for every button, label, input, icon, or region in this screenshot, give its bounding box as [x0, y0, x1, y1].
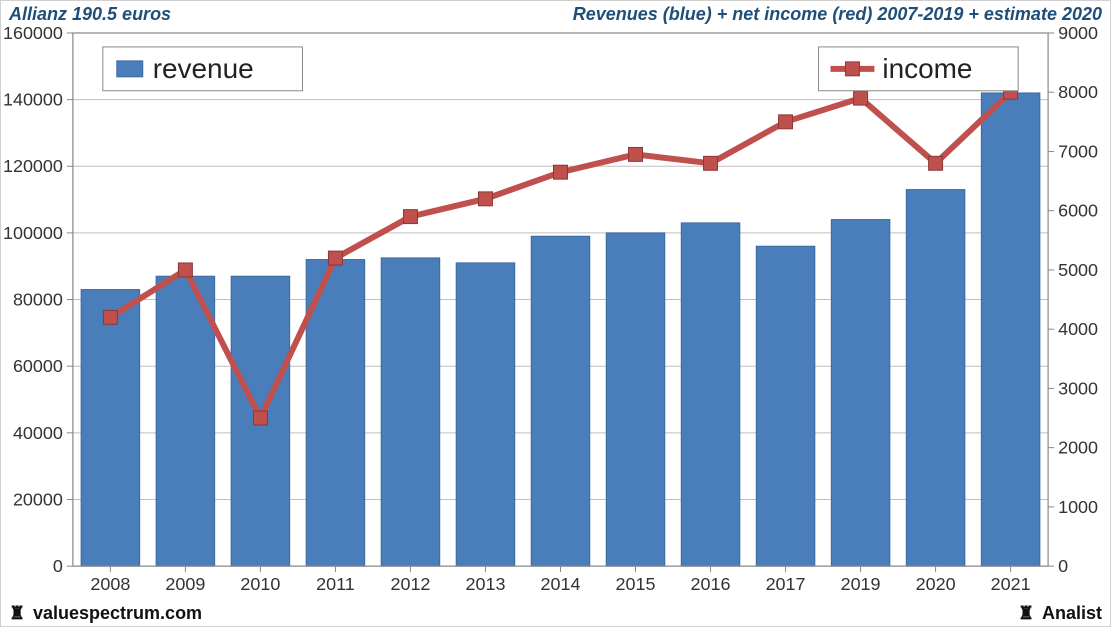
revenue-bar: [681, 223, 740, 566]
y-right-tick-label: 8000: [1058, 82, 1098, 102]
title-right: Revenues (blue) + net income (red) 2007-…: [573, 4, 1102, 25]
revenue-bar: [906, 190, 965, 567]
x-tick-label: 2008: [90, 574, 130, 594]
x-tick-label: 2010: [240, 574, 280, 594]
income-marker: [178, 263, 192, 277]
rook-icon: ♜: [1018, 604, 1036, 622]
x-tick-label: 2020: [916, 574, 956, 594]
legend-revenue-swatch: [117, 61, 143, 77]
revenue-bar: [381, 258, 440, 566]
income-marker: [403, 210, 417, 224]
footer-right-text: Analist: [1042, 603, 1102, 624]
chart-header: Allianz 190.5 euros Revenues (blue) + ne…: [1, 1, 1110, 27]
footer-left-text: valuespectrum.com: [33, 603, 202, 624]
income-marker: [328, 251, 342, 265]
rook-icon: ♜: [9, 604, 27, 622]
y-right-tick-label: 1000: [1058, 497, 1098, 517]
income-marker: [478, 192, 492, 206]
y-right-tick-label: 0: [1058, 556, 1068, 576]
y-left-tick-label: 120000: [3, 156, 63, 176]
income-marker: [854, 91, 868, 105]
income-marker: [929, 156, 943, 170]
income-marker: [103, 310, 117, 324]
x-tick-label: 2021: [991, 574, 1031, 594]
y-right-tick-label: 7000: [1058, 141, 1098, 161]
footer-right: ♜ Analist: [1018, 603, 1102, 624]
revenue-bar: [831, 220, 890, 567]
y-right-tick-label: 5000: [1058, 260, 1098, 280]
y-left-tick-label: 20000: [13, 489, 63, 509]
x-tick-label: 2017: [766, 574, 806, 594]
y-left-tick-label: 140000: [3, 90, 63, 110]
y-right-tick-label: 4000: [1058, 319, 1098, 339]
y-right-tick-label: 6000: [1058, 201, 1098, 221]
title-left: Allianz 190.5 euros: [9, 4, 171, 25]
x-tick-label: 2016: [691, 574, 731, 594]
x-tick-label: 2012: [390, 574, 430, 594]
y-left-tick-label: 60000: [13, 356, 63, 376]
y-right-tick-label: 3000: [1058, 378, 1098, 398]
legend-revenue-label: revenue: [153, 53, 254, 84]
y-left-tick-label: 100000: [3, 223, 63, 243]
y-left-tick-label: 40000: [13, 423, 63, 443]
chart-card: Allianz 190.5 euros Revenues (blue) + ne…: [0, 0, 1111, 627]
income-marker: [704, 156, 718, 170]
revenue-bar: [156, 276, 215, 566]
x-tick-label: 2019: [841, 574, 881, 594]
revenue-bar: [606, 233, 665, 566]
chart-svg: 0200004000060000800001000001200001400001…: [1, 27, 1110, 600]
x-tick-label: 2013: [466, 574, 506, 594]
y-left-tick-label: 0: [53, 556, 63, 576]
income-marker: [779, 115, 793, 129]
footer-left: ♜ valuespectrum.com: [9, 603, 202, 624]
legend-income-marker: [845, 62, 859, 76]
x-tick-label: 2015: [616, 574, 656, 594]
revenue-bar: [756, 246, 815, 566]
y-right-tick-label: 2000: [1058, 438, 1098, 458]
legend-income-label: income: [882, 53, 972, 84]
chart-footer: ♜ valuespectrum.com ♜ Analist: [1, 600, 1110, 626]
income-marker: [253, 411, 267, 425]
y-left-tick-label: 160000: [3, 27, 63, 43]
chart-area: 0200004000060000800001000001200001400001…: [1, 27, 1110, 600]
y-right-tick-label: 9000: [1058, 27, 1098, 43]
revenue-bar: [981, 93, 1040, 566]
income-marker: [554, 165, 568, 179]
y-left-tick-label: 80000: [13, 290, 63, 310]
revenue-bar: [531, 236, 590, 566]
revenue-bar: [81, 290, 140, 567]
x-tick-label: 2011: [316, 574, 355, 594]
x-tick-label: 2009: [165, 574, 205, 594]
x-tick-label: 2014: [541, 574, 581, 594]
income-marker: [629, 147, 643, 161]
revenue-bar: [456, 263, 515, 566]
